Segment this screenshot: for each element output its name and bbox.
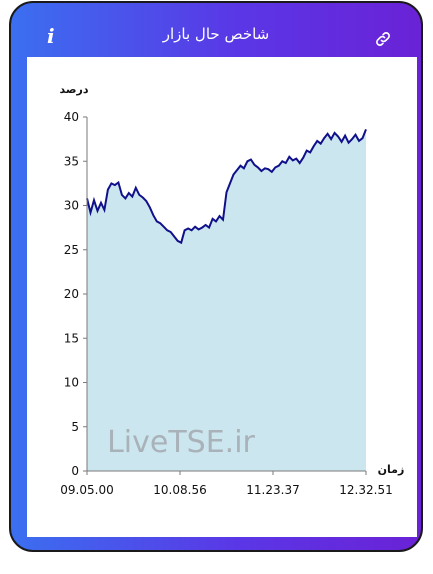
info-icon[interactable]: i	[47, 24, 55, 48]
y-tick-label: 40	[64, 110, 79, 124]
y-tick-label: 10	[64, 376, 79, 390]
x-tick-label: 12.32.51	[339, 483, 392, 497]
x-tick-label: 09.05.00	[60, 483, 113, 497]
y-axis-label: درصد	[60, 83, 89, 96]
page-title: شاخص حال بازار	[162, 25, 270, 43]
y-tick-label: 30	[64, 199, 79, 213]
market-index-chart: درصد زمان LiveTSE.ir 0 5 10 15 20 25 30 35 40 09.…	[60, 83, 405, 497]
series-line	[86, 129, 367, 245]
y-tick-label: 25	[64, 243, 79, 257]
header-bar: i شاخص حال بازار	[11, 3, 421, 55]
chart-panel: درصد زمان LiveTSE.ir 0 5 10 15 20 25 30 35 40 09.…	[27, 57, 417, 537]
y-tick-label: 35	[64, 154, 79, 168]
y-tick-label: 20	[64, 287, 79, 301]
watermark-text: LiveTSE.ir	[107, 425, 255, 460]
link-icon[interactable]	[374, 30, 392, 48]
y-tick-label: 15	[64, 331, 79, 345]
area-fill	[87, 129, 366, 471]
y-tick-label: 5	[71, 420, 79, 434]
y-tick-label: 0	[71, 464, 79, 478]
x-tick-label: 11.23.37	[246, 483, 299, 497]
app-window: i شاخص حال بازار درصد زمان LiveTSE.ir 0 5…	[9, 1, 423, 552]
x-axis-label: زمان	[378, 463, 405, 476]
x-tick-label: 10.08.56	[153, 483, 206, 497]
